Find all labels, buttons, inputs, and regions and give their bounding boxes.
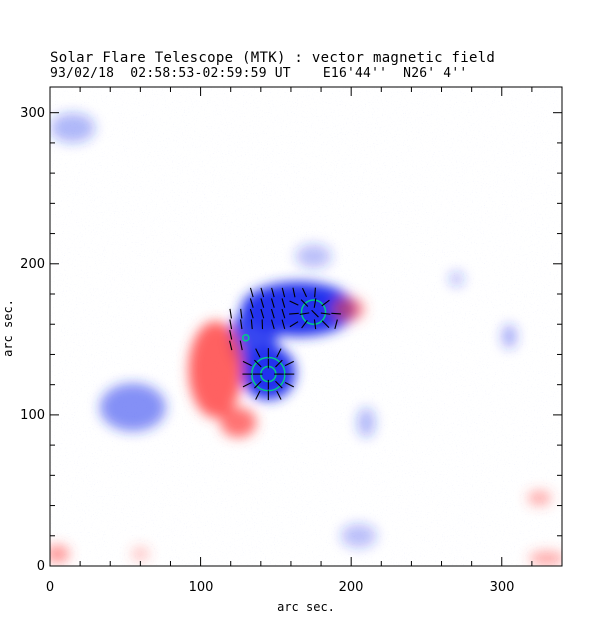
field-vector xyxy=(260,298,265,308)
field-vector xyxy=(270,298,275,308)
field-vector xyxy=(289,300,299,306)
field-vector xyxy=(240,319,243,330)
field-vector xyxy=(281,287,286,298)
field-vector xyxy=(240,308,243,319)
field-vector xyxy=(281,319,286,330)
negative-polarity-region xyxy=(357,407,376,438)
field-vector xyxy=(275,380,283,389)
field-vector xyxy=(311,309,319,318)
positive-polarity-region xyxy=(527,490,552,506)
field-vector xyxy=(313,298,317,308)
field-vector xyxy=(299,312,310,315)
negative-polarity-region xyxy=(99,383,166,432)
field-contour xyxy=(300,299,327,325)
field-vector xyxy=(281,308,286,319)
field-vector xyxy=(284,360,294,367)
field-vector xyxy=(242,382,252,388)
field-vector xyxy=(260,308,265,319)
field-vector xyxy=(331,312,341,315)
field-vector xyxy=(276,348,282,358)
field-vector xyxy=(275,359,283,368)
positive-polarity-region xyxy=(528,550,562,566)
field-vector xyxy=(242,360,252,367)
field-vector xyxy=(229,340,233,351)
axis-ticks xyxy=(49,87,563,567)
field-vector xyxy=(276,390,282,400)
field-vector xyxy=(292,287,296,298)
field-vector xyxy=(229,319,233,330)
y-axis-title: arc sec. xyxy=(1,299,15,357)
field-vector xyxy=(301,320,308,329)
positive-polarity-region xyxy=(131,546,150,562)
field-vector xyxy=(289,321,299,328)
field-vector xyxy=(254,380,262,389)
field-vector xyxy=(284,382,294,388)
field-vector xyxy=(249,308,254,319)
plot-frame xyxy=(49,86,563,567)
positive-polarity-region xyxy=(188,321,243,418)
field-vector xyxy=(229,329,233,340)
x-tick-label: 200 xyxy=(339,580,364,595)
negative-polarity-region xyxy=(340,523,377,548)
field-vector xyxy=(271,319,275,330)
magnetogram-image xyxy=(50,87,562,566)
field-vector xyxy=(249,298,254,308)
x-axis-title: arc sec. xyxy=(277,600,335,614)
plot-subtitle: 93/02/18 02:58:53-02:59:59 UT E16'44'' N… xyxy=(50,66,468,81)
field-contour xyxy=(242,334,250,342)
field-vector xyxy=(334,319,338,330)
y-tick-label: 300 xyxy=(20,106,45,121)
field-vector xyxy=(301,287,308,298)
x-tick-label: 100 xyxy=(189,580,214,595)
y-tick-label: 0 xyxy=(37,559,45,574)
field-vector xyxy=(271,287,275,298)
field-vector xyxy=(321,299,330,307)
polarity-regions xyxy=(50,112,562,566)
field-vector xyxy=(255,390,261,400)
field-vector xyxy=(229,308,233,319)
positive-polarity-region xyxy=(50,544,70,563)
field-vector xyxy=(260,287,265,298)
field-vector xyxy=(255,348,261,358)
field-vector xyxy=(314,287,316,298)
field-vector xyxy=(289,312,299,315)
plot-title: Solar Flare Telescope (MTK) : vector mag… xyxy=(50,50,496,66)
field-vector xyxy=(321,320,330,329)
negative-polarity-region xyxy=(449,271,465,287)
positive-polarity-region xyxy=(331,297,365,322)
negative-polarity-region xyxy=(50,112,96,143)
y-tick-label: 200 xyxy=(20,257,45,272)
field-vector xyxy=(270,308,275,319)
y-tick-label: 100 xyxy=(20,408,45,423)
x-tick-label: 300 xyxy=(490,580,515,595)
field-vector xyxy=(250,319,253,330)
field-vector xyxy=(254,359,262,368)
field-vector xyxy=(320,312,331,315)
field-vector xyxy=(239,340,243,351)
negative-polarity-region xyxy=(501,324,517,349)
positive-polarity-region xyxy=(220,407,257,438)
field-vector xyxy=(249,287,254,298)
field-vector xyxy=(300,299,309,307)
field-vector xyxy=(313,319,317,330)
x-tick-label: 0 xyxy=(46,580,54,595)
transverse-field-vectors xyxy=(229,287,341,401)
negative-polarity-region xyxy=(295,244,332,269)
field-vector xyxy=(281,298,286,308)
